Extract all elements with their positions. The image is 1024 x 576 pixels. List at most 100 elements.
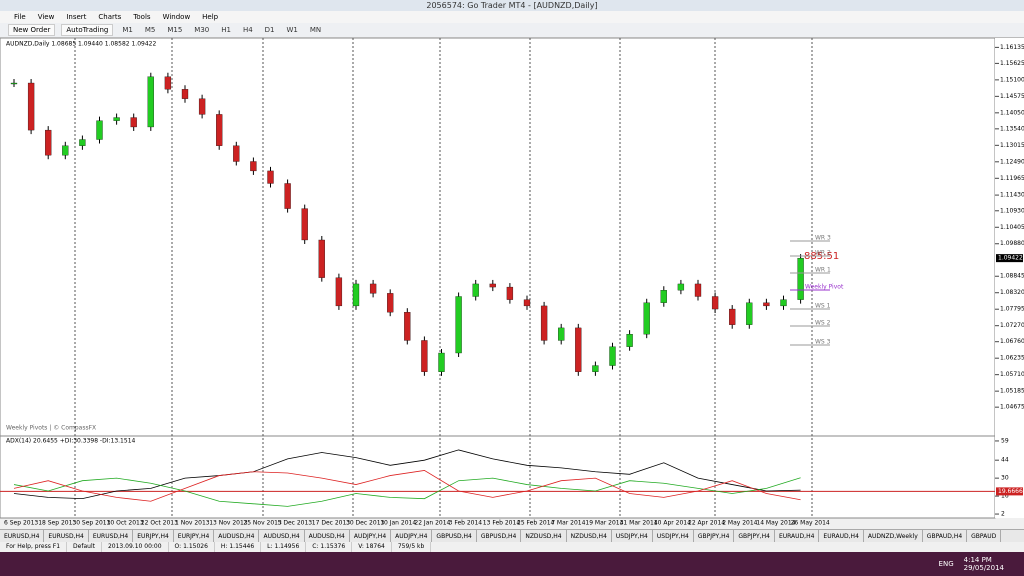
chart-tab[interactable]: GBPJPY,H4 xyxy=(734,530,775,542)
chart-tab[interactable]: EURUSD,H4 xyxy=(0,530,45,542)
menu-item[interactable]: Help xyxy=(202,13,219,21)
price-label: 1.08845 xyxy=(1000,273,1024,280)
adx-line xyxy=(13,477,801,507)
indicator-label: Weekly Pivots | © CompassFX xyxy=(6,425,96,432)
candle xyxy=(198,98,206,115)
current-price-box xyxy=(996,254,1023,263)
chart-tab[interactable]: AUDJPY,H4 xyxy=(391,530,433,542)
chart-tab[interactable]: AUDJPY,H4 xyxy=(350,530,392,542)
timeframe[interactable]: M1 xyxy=(122,26,133,34)
price-label: 1.06760 xyxy=(1000,338,1024,345)
candle xyxy=(267,170,274,184)
chart-tab[interactable]: EURUSD,H4 xyxy=(44,530,89,542)
toolbar-button[interactable]: AutoTrading xyxy=(61,24,114,36)
candle xyxy=(540,305,548,341)
candle xyxy=(455,296,462,354)
price-label: 1.05185 xyxy=(1000,388,1024,395)
menu-item[interactable]: View xyxy=(37,13,55,21)
chart-tab[interactable]: GBPUSD,H4 xyxy=(477,530,522,542)
candle xyxy=(335,277,343,307)
timeframe[interactable]: M5 xyxy=(144,26,156,34)
date-label: 22 Jan 2014 xyxy=(414,520,450,527)
candle xyxy=(694,283,702,297)
candle xyxy=(489,283,496,288)
timeframe[interactable]: M15 xyxy=(167,26,183,34)
price-label: 1.13540 xyxy=(1000,125,1024,132)
candle xyxy=(506,286,514,300)
adx-tick-label: 30 xyxy=(1001,475,1009,482)
status-bar: For Help, press F1 Default 2013.09.10 00:0… xyxy=(0,542,1024,552)
price-label: 1.12490 xyxy=(1000,158,1024,165)
date-label: 13 Nov 2013 xyxy=(209,520,248,527)
chart: AUDNZD,Daily 1.08685 1.09440 1.08582 1.0… xyxy=(0,38,1024,527)
candle xyxy=(729,308,736,325)
chart-tab[interactable]: AUDUSD,H4 xyxy=(214,530,260,542)
menu-item[interactable]: Tools xyxy=(133,13,151,21)
chart-tab[interactable]: GBPAUD xyxy=(967,530,1002,542)
date: 29/05/2014 xyxy=(963,564,1004,572)
timeframe[interactable]: MN xyxy=(309,26,322,34)
menu-item[interactable]: File xyxy=(14,13,26,21)
chart-tab[interactable]: GBPUSD,H4 xyxy=(432,530,477,542)
candle xyxy=(164,76,172,90)
toolbar-button[interactable]: New Order xyxy=(8,24,56,36)
date-label: 30 Dec 2013 xyxy=(346,520,385,527)
date-label: 5 Dec 2013 xyxy=(278,520,313,527)
adx-level-label: 19.6666 xyxy=(998,488,1023,495)
price-label: 1.05710 xyxy=(1000,371,1024,378)
candle xyxy=(233,145,240,162)
date-label: 25 Feb 2014 xyxy=(517,520,555,527)
candle xyxy=(96,120,103,140)
chart-tab[interactable]: NZDUSD,H4 xyxy=(521,530,567,542)
chart-tab[interactable]: EURAUD,H4 xyxy=(819,530,864,542)
chart-tab[interactable]: EURAUD,H4 xyxy=(775,530,820,542)
candle xyxy=(797,257,804,300)
adx-line xyxy=(13,470,801,502)
chart-tab[interactable]: EURJPY,H4 xyxy=(133,530,174,542)
menu-item[interactable]: Insert xyxy=(66,13,87,21)
status-field: L: 1.14956 xyxy=(261,542,307,552)
chart-tab[interactable]: AUDUSD,H4 xyxy=(305,530,350,542)
price-label: 1.04675 xyxy=(1000,404,1024,411)
adx-tick-label: 44 xyxy=(1001,457,1009,464)
candle xyxy=(147,76,154,128)
chart-tab[interactable]: USDJPY,H4 xyxy=(653,530,694,542)
date-label: 31 Mar 2014 xyxy=(620,520,658,527)
status-field: H: 1.15446 xyxy=(215,542,262,552)
chart-tab[interactable]: EURJPY,H4 xyxy=(174,530,215,542)
candle xyxy=(387,293,394,313)
status-field: 759/5 kb xyxy=(392,542,432,552)
candle xyxy=(472,283,479,297)
timeframe[interactable]: H1 xyxy=(221,26,231,34)
chart-tab[interactable]: AUDNZD,Weekly xyxy=(864,530,923,542)
price-label: 1.16135 xyxy=(1000,44,1024,51)
pivot-label: Weekly Pivot xyxy=(805,284,844,291)
candle xyxy=(763,302,770,307)
menu-item[interactable]: Charts xyxy=(98,13,122,21)
candle xyxy=(558,327,565,341)
price-axis xyxy=(995,38,1024,518)
pivot-label: WR 1 xyxy=(815,267,831,274)
chart-tab[interactable]: NZDUSD,H4 xyxy=(567,530,612,542)
candle xyxy=(79,139,86,146)
candle xyxy=(523,299,531,307)
menu-item[interactable]: Window xyxy=(162,13,191,21)
chart-tab[interactable]: AUDUSD,H4 xyxy=(259,530,305,542)
date-label: 7 Mar 2014 xyxy=(551,520,585,527)
chart-tab[interactable]: GBPAUD,H4 xyxy=(923,530,968,542)
timeframe[interactable]: M30 xyxy=(194,26,210,34)
candle xyxy=(62,145,69,156)
lang: ENG xyxy=(938,560,954,568)
timeframe[interactable]: W1 xyxy=(286,26,298,34)
price-label: 1.13015 xyxy=(1000,142,1024,149)
candle xyxy=(216,114,223,146)
chart-tab[interactable]: EURUSD,H4 xyxy=(89,530,134,542)
chart-label: AUDNZD,Daily 1.08685 1.09440 1.08582 1.0… xyxy=(6,41,156,48)
pivot-label: WR 3 xyxy=(815,235,831,242)
chart-tab[interactable]: GBPJPY,H4 xyxy=(694,530,735,542)
timeframe[interactable]: H4 xyxy=(242,26,253,34)
pivot-label: WR 2 xyxy=(815,250,831,257)
candle xyxy=(677,283,685,291)
chart-tab[interactable]: USDJPY,H4 xyxy=(612,530,653,542)
timeframe[interactable]: D1 xyxy=(264,26,275,34)
